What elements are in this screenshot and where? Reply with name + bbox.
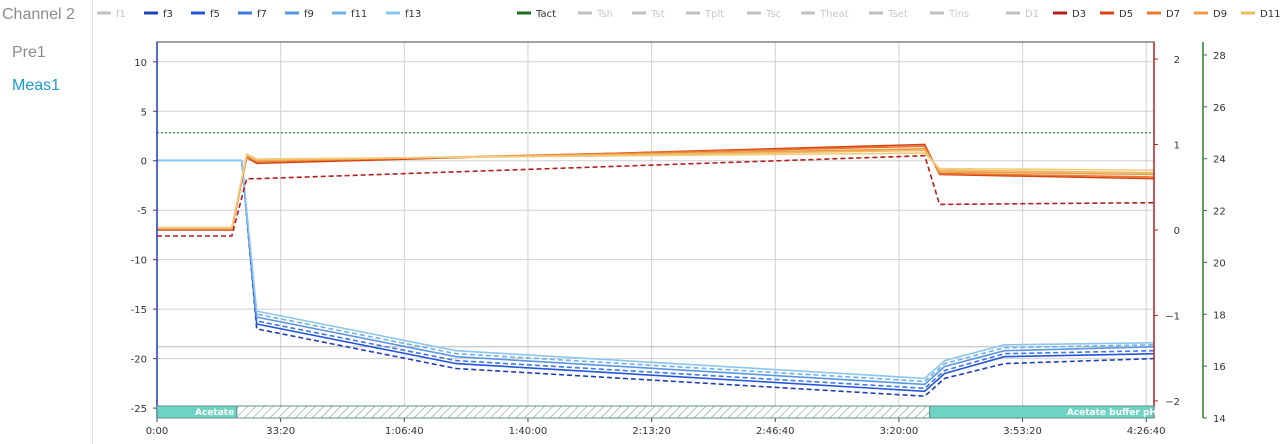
plot-area[interactable] [157,132,1155,398]
legend-item-f11[interactable]: f11 [351,9,367,20]
y-left-tick-label: -10 [131,256,147,267]
segment-label-1: Acetate b [195,408,244,418]
legend-item-tact[interactable]: Tact [535,9,556,20]
y-right-temp-tick-label: 22 [1213,207,1226,218]
series-f13[interactable] [157,159,1155,380]
x-tick-label: 33:20 [266,426,295,437]
legend-item-theat[interactable]: Theat [819,9,849,20]
y-right-temp-tick-label: 20 [1213,258,1226,269]
legend-item-tsc[interactable]: Tsc [765,9,781,20]
x-tick-label: 0:00 [146,426,168,437]
x-tick-label: 3:53:20 [1003,426,1042,437]
series-f9[interactable] [157,159,1155,386]
y-left-tick-label: -20 [131,355,147,366]
y-right-temp-tick-label: 18 [1213,310,1226,321]
legend-item-f3[interactable]: f3 [163,9,173,20]
axes: 1050-5-10-15-20-25210−1−2282624222018161… [131,41,1226,437]
y-right-d-tick-label: −2 [1165,397,1180,408]
series-f11[interactable] [157,159,1155,383]
channel-sidebar: Channel 2 Pre1 Meas1 [0,0,93,444]
y-left-tick-label: -25 [131,404,147,415]
legend-item-f9[interactable]: f9 [304,9,314,20]
series-f5[interactable] [157,159,1155,393]
series-d5[interactable] [157,143,1155,231]
y-right-temp-tick-label: 14 [1213,414,1226,425]
legend-item-d11[interactable]: D11 [1260,9,1280,20]
legend-item-tsh[interactable]: Tsh [596,9,613,20]
x-tick-label: 1:06:40 [385,426,424,437]
legend-item-tplt[interactable]: Tplt [704,9,724,20]
x-tick-label: 2:13:20 [632,426,671,437]
run-item-meas1[interactable]: Meas1 [12,77,61,94]
legend: f1 f3 f5 f7 f9 f11 f13 Tact Tsh Tst Tplt Tsc Theat Ts… [97,9,1280,20]
plot-frame [156,41,1155,419]
y-right-d-tick-label: 1 [1174,141,1180,152]
y-right-temp-tick-label: 26 [1213,103,1226,114]
series-f7[interactable] [157,159,1155,390]
segment-3[interactable] [929,405,1155,419]
legend-item-d3[interactable]: D3 [1072,9,1086,20]
legend-item-tset[interactable]: Tset [887,9,908,20]
legend-item-d5[interactable]: D5 [1119,9,1133,20]
series-d13[interactable] [157,152,1155,229]
y-right-temp-tick-label: 16 [1213,362,1226,373]
y-left-tick-label: 5 [141,107,147,118]
channel-title: Channel 2 [2,6,75,23]
legend-item-tins[interactable]: Tins [948,9,969,20]
legend-item-f7[interactable]: f7 [257,9,267,20]
legend-item-tst[interactable]: Tst [650,9,665,20]
grid [156,42,1154,418]
series-f3[interactable] [157,159,1155,398]
y-right-temp-tick-label: 28 [1213,51,1226,62]
y-left-tick-label: 10 [134,58,147,69]
legend-item-f13[interactable]: f13 [405,9,421,20]
x-tick-label: 2:46:40 [756,426,795,437]
y-right-d-tick-label: 2 [1174,55,1180,66]
y-left-tick-label: 0 [141,157,147,168]
segment-2[interactable] [236,405,931,419]
legend-item-d9[interactable]: D9 [1213,9,1227,20]
legend-item-f1[interactable]: f1 [116,9,126,20]
y-right-temp-tick-label: 24 [1213,155,1226,166]
y-left-tick-label: -5 [137,206,147,217]
legend-item-d7[interactable]: D7 [1166,9,1180,20]
series-d3[interactable] [157,154,1155,237]
y-right-d-tick-label: −1 [1165,311,1180,322]
legend-item-f5[interactable]: f5 [210,9,220,20]
legend-item-d1[interactable]: D1 [1025,9,1039,20]
x-tick-label: 3:20:00 [880,426,919,437]
y-right-d-tick-label: 0 [1174,226,1180,237]
x-tick-label: 4:26:40 [1127,426,1166,437]
segment-label-3: Acetate buffer pH4.7 ( [1067,408,1180,418]
x-tick-label: 1:40:00 [509,426,548,437]
buffer-segments: Acetate b Acetate buffer pH4.7 ( [156,405,1180,419]
run-item-pre1[interactable]: Pre1 [12,44,46,61]
y-left-tick-label: -15 [131,305,147,316]
